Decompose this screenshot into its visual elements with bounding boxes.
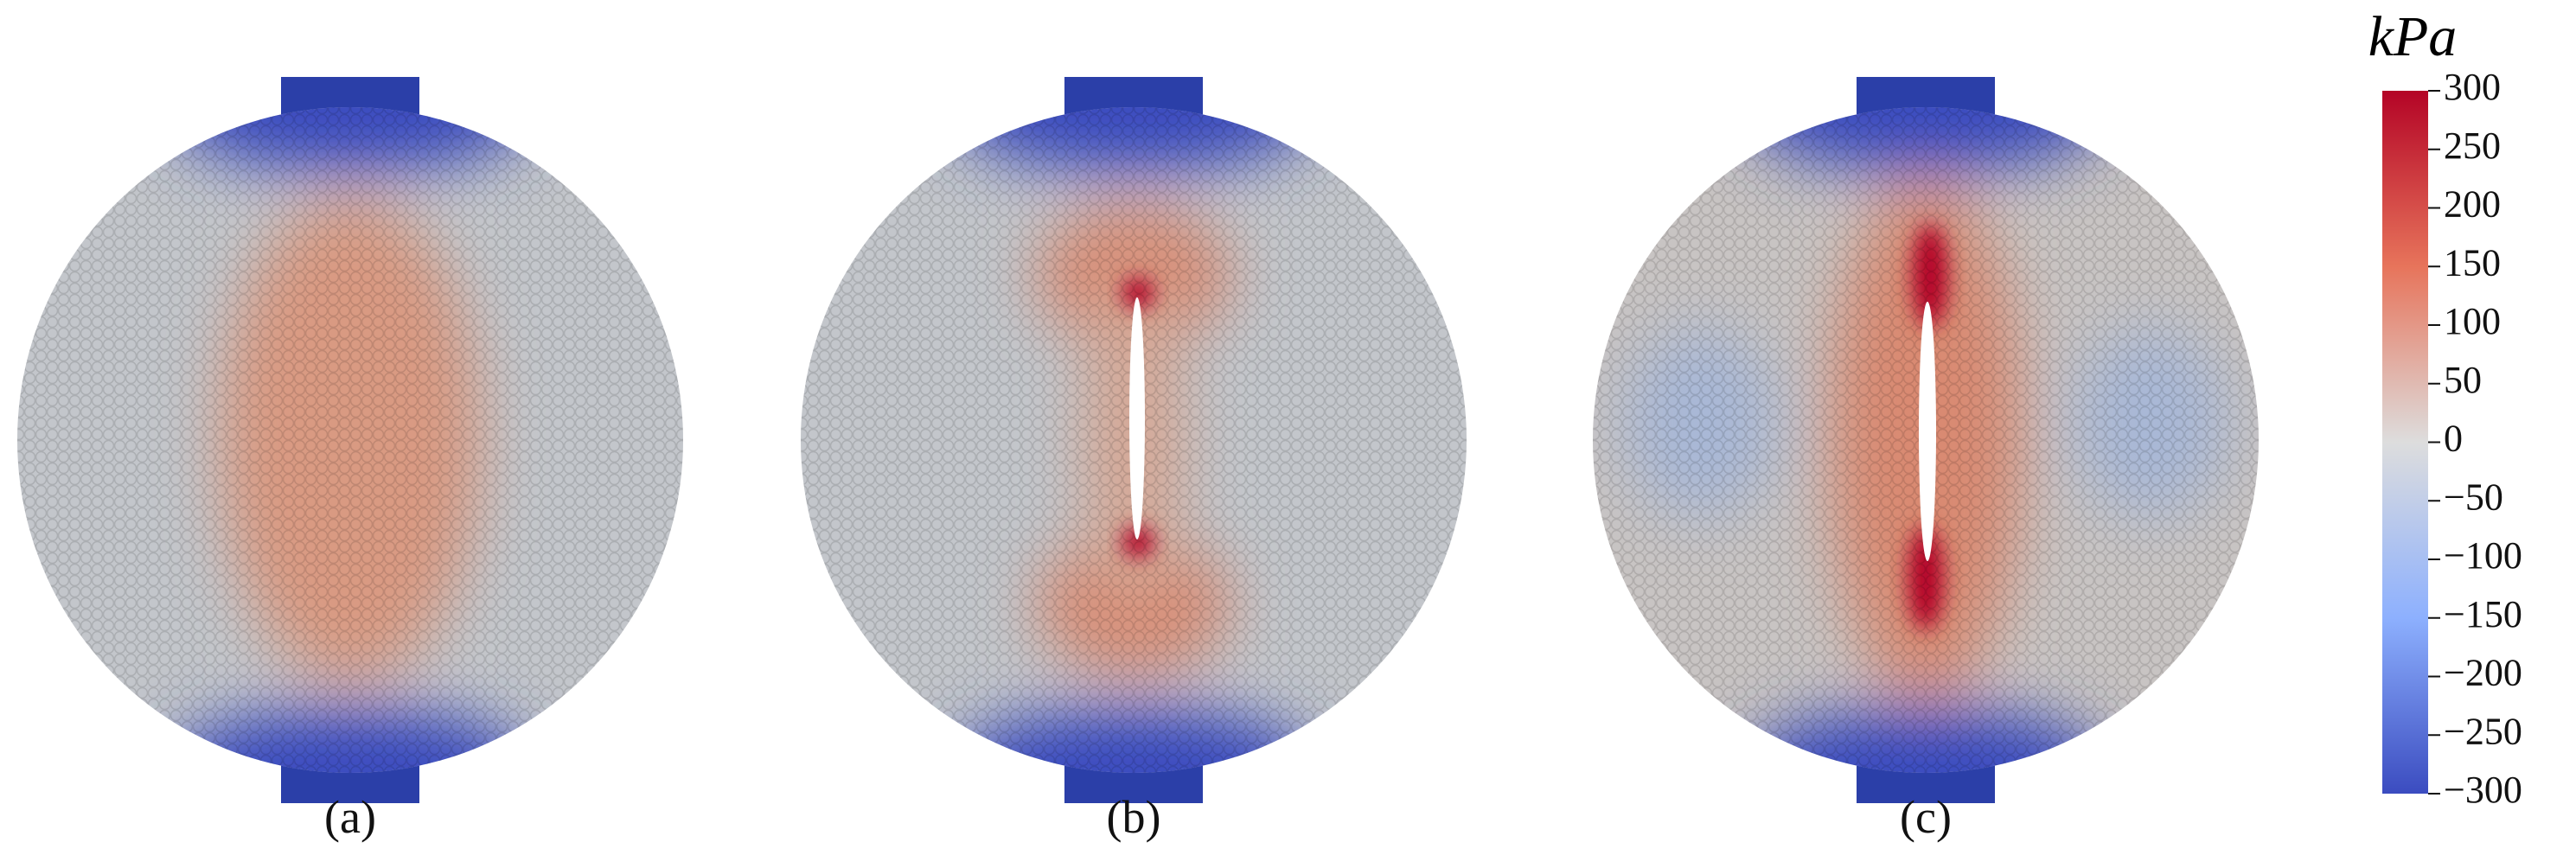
colorbar-gradient <box>2382 91 2428 794</box>
colorbar: kPa 300 250 200 150 100 50 0 −50 −100 −150 −200 −25… <box>2368 5 2522 811</box>
tick-label: 0 <box>2444 418 2463 460</box>
tick-label: 200 <box>2444 183 2501 226</box>
tick-label: 150 <box>2444 241 2501 284</box>
tick-label: −300 <box>2444 769 2522 811</box>
tick-label: 50 <box>2444 359 2482 401</box>
tick-label: −50 <box>2444 475 2503 518</box>
tick-label: −150 <box>2444 593 2522 635</box>
panel-label: (c) <box>1900 791 1952 843</box>
colorbar-unit: kPa <box>2368 5 2458 68</box>
disk-c <box>1593 77 2259 803</box>
panel-label: (b) <box>1107 791 1161 843</box>
tick-label: −250 <box>2444 710 2522 752</box>
disk-b <box>801 77 1467 803</box>
tick-label: 250 <box>2444 124 2501 167</box>
panel-label: (a) <box>324 791 376 843</box>
tick-label: −100 <box>2444 534 2522 577</box>
tick-label: 300 <box>2444 66 2501 108</box>
tick-label: 100 <box>2444 300 2501 342</box>
tick-label: −200 <box>2444 652 2522 694</box>
disk-a <box>17 77 683 803</box>
